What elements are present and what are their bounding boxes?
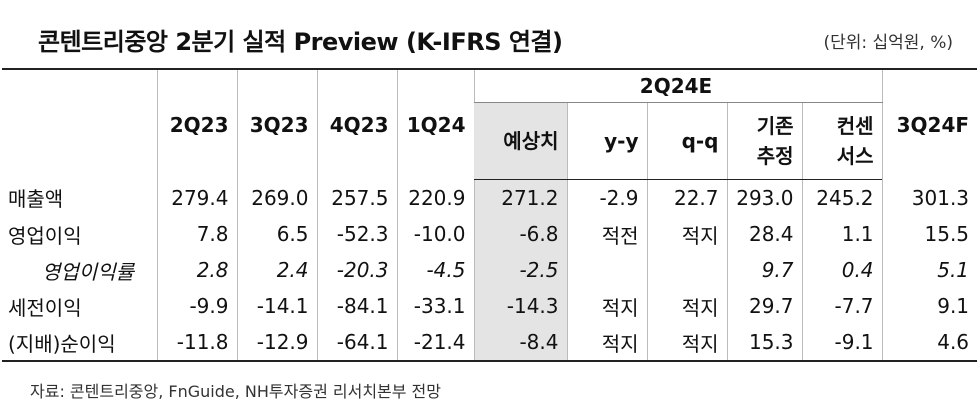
- cell: 279.4: [156, 179, 237, 216]
- table-row: (지배)순이익 -11.8 -12.9 -64.1 -21.4 -8.4 적지 적지 15.3-…: [2, 324, 978, 362]
- cell: 301.3: [881, 179, 978, 216]
- cell: 15.3: [726, 324, 802, 362]
- group-header: 2Q24E: [473, 68, 883, 103]
- title: 콘텐트리중앙 2분기 실적 Preview (K-IFRS 연결): [38, 28, 563, 56]
- cell: 0.4: [801, 252, 883, 288]
- column-header: 3Q23: [236, 68, 317, 180]
- cell: -11.8: [156, 324, 237, 362]
- cell: 5.1: [881, 252, 978, 288]
- column-header: 3Q24F: [881, 68, 978, 180]
- column-header: 컨센 서스: [801, 102, 883, 180]
- cell: 적지: [646, 324, 727, 362]
- cell: -9.1: [801, 324, 883, 362]
- row-label: 영업이익률: [42, 259, 134, 284]
- cell: 적지: [646, 216, 727, 252]
- results-table: 2Q23 3Q23 4Q23 1Q24 2Q24E 3Q24F 예상치 y-y q-q 기존 추정…: [2, 68, 978, 362]
- cell: 1.1: [801, 216, 883, 252]
- cell: -52.3: [316, 216, 397, 252]
- cell: 9.1: [881, 288, 978, 324]
- column-header: 예상치: [474, 102, 567, 180]
- cell: 29.7: [726, 288, 802, 324]
- row-label: (지배)순이익: [2, 324, 157, 362]
- cell: -84.1: [316, 288, 397, 324]
- cell: 220.9: [396, 179, 474, 216]
- corner-cell: [2, 68, 157, 180]
- cell: 7.8: [156, 216, 237, 252]
- row-label: 세전이익: [8, 295, 82, 320]
- column-header: q-q: [646, 102, 727, 180]
- cell: 적지: [566, 324, 647, 362]
- cell: 적전: [566, 216, 647, 252]
- cell: 245.2: [801, 179, 883, 216]
- cell: -2.5: [473, 252, 567, 288]
- column-header: 기존 추정: [726, 102, 802, 180]
- source-note: 자료: 콘텐트리중앙, FnGuide, NH투자증권 리서치본부 전망: [30, 382, 442, 401]
- cell: 2.8: [156, 252, 237, 288]
- cell: 적지: [646, 288, 727, 324]
- cell: -64.1: [316, 324, 397, 362]
- cell: 257.5: [316, 179, 397, 216]
- cell: 9.7: [726, 252, 802, 288]
- cell: -8.4: [473, 324, 567, 362]
- cell: 28.4: [726, 216, 802, 252]
- column-header: 4Q23: [316, 68, 397, 180]
- column-header: 2Q23: [156, 68, 237, 180]
- table-header: 2Q23 3Q23 4Q23 1Q24 2Q24E 3Q24F 예상치 y-y q-q 기존 추정…: [2, 68, 978, 180]
- cell: [646, 252, 727, 288]
- cell: -9.9: [156, 288, 237, 324]
- table-row: 세전이익 -9.9 -14.1 -84.1 -33.1 -14.3 적지 적지 29.7 -7.7…: [2, 288, 978, 324]
- cell: -14.1: [236, 288, 317, 324]
- row-label: 영업이익: [8, 223, 82, 248]
- cell: -21.4: [396, 324, 474, 362]
- table-body: 매출액 279.4 269.0 257.5 220.9 271.2 -2.9 22.7 293.…: [2, 179, 978, 362]
- table-row: 영업이익률 2.8 2.4 -20.3 -4.5 -2.5 9.7 0.4 5.1: [2, 252, 978, 288]
- cell: -6.8: [473, 216, 567, 252]
- column-header: y-y: [566, 102, 647, 180]
- cell: 22.7: [646, 179, 727, 216]
- cell: 15.5: [881, 216, 978, 252]
- cell: 적지: [566, 288, 647, 324]
- cell: 4.6: [881, 324, 978, 362]
- row-label: 매출액: [8, 187, 64, 212]
- cell: -2.9: [566, 179, 647, 216]
- cell: -33.1: [396, 288, 474, 324]
- cell: 2.4: [236, 252, 317, 288]
- cell: 269.0: [236, 179, 317, 216]
- cell: 293.0: [726, 179, 802, 216]
- header-row: 예상치 y-y q-q 기존 추정 컨센 서스: [2, 102, 977, 180]
- column-header: 1Q24: [396, 68, 474, 180]
- cell: -4.5: [396, 252, 474, 288]
- cell: -20.3: [316, 252, 397, 288]
- cell: -7.7: [801, 288, 883, 324]
- cell: 6.5: [236, 216, 317, 252]
- cell: 271.2: [473, 179, 567, 216]
- cell: -14.3: [473, 288, 567, 324]
- table-row: 매출액 279.4 269.0 257.5 220.9 271.2 -2.9 22.7 293.…: [2, 179, 978, 216]
- cell: -12.9: [236, 324, 317, 362]
- table-row: 영업이익 7.8 6.5 -52.3 -10.0 -6.8 적전 적지 28.4 1.1 15.5: [2, 216, 978, 252]
- header-row: 2Q23 3Q23 4Q23 1Q24 2Q24E 3Q24F: [2, 68, 978, 180]
- cell: [566, 252, 647, 288]
- unit-note: (단위: 십억원, %): [823, 33, 953, 53]
- cell: -10.0: [396, 216, 474, 252]
